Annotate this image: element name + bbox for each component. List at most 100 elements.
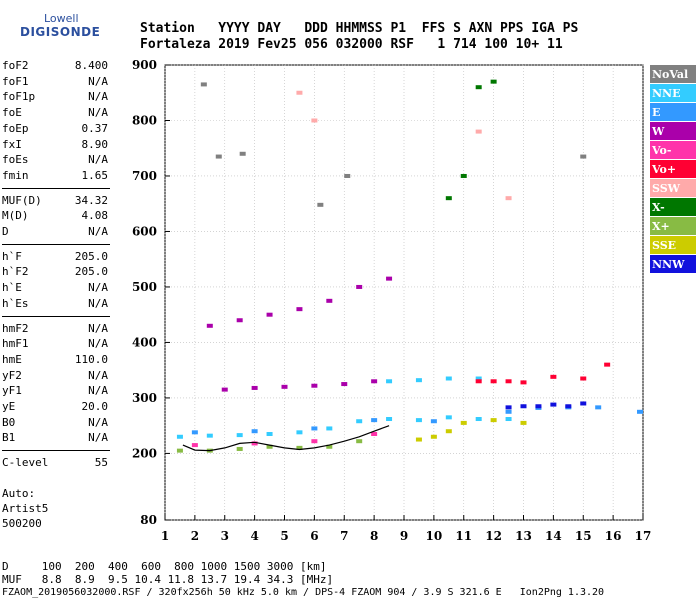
echo-point-noval bbox=[580, 154, 587, 159]
y-tick-label: 900 bbox=[132, 58, 157, 72]
muf-table: D 100 200 400 600 800 1000 1500 3000 [km… bbox=[2, 560, 333, 586]
param-label: yE bbox=[2, 400, 16, 413]
param-row: B0 N/A bbox=[2, 415, 110, 431]
param-value: 55 bbox=[94, 456, 108, 470]
param-label: B0 bbox=[2, 415, 16, 429]
y-tick-label: 500 bbox=[132, 280, 157, 294]
param-value: 205.0 bbox=[74, 249, 108, 263]
echo-point-ssw bbox=[311, 118, 318, 123]
param-label: hmF2 bbox=[2, 321, 29, 335]
echo-point-vo- bbox=[505, 379, 512, 384]
x-tick-label: 6 bbox=[310, 529, 318, 543]
echo-point-e bbox=[311, 426, 318, 431]
y-tick-label: 600 bbox=[132, 224, 157, 238]
echo-point-vo- bbox=[191, 443, 198, 448]
legend-item-x-: X- bbox=[650, 198, 696, 217]
legend-item-vo-: Vo+ bbox=[650, 160, 696, 179]
auto-software: Artist5 bbox=[2, 502, 49, 515]
echo-point-nne bbox=[176, 434, 183, 439]
param-value: N/A bbox=[88, 384, 108, 398]
digisonde-logo: Lowell DIGISONDE bbox=[8, 6, 128, 42]
param-row: foF1p N/A bbox=[2, 89, 110, 105]
param-row: foE N/A bbox=[2, 105, 110, 121]
echo-point-noval bbox=[215, 154, 222, 159]
param-row: h`F 205.0 bbox=[2, 249, 110, 265]
param-value: N/A bbox=[88, 281, 108, 295]
file-info: FZAOM_2019056032000.RSF / 320fx256h 50 k… bbox=[2, 587, 605, 598]
param-row: hmF2 N/A bbox=[2, 321, 110, 337]
echo-point-w bbox=[386, 276, 393, 281]
param-value: N/A bbox=[88, 106, 108, 120]
param-row: foEs N/A bbox=[2, 152, 110, 168]
echo-point-nnw bbox=[505, 405, 512, 410]
param-label: hmE bbox=[2, 352, 22, 366]
param-label: MUF(D) bbox=[2, 193, 42, 207]
echo-point-w bbox=[326, 298, 333, 303]
echo-point-x- bbox=[356, 439, 363, 444]
param-value: N/A bbox=[88, 431, 108, 445]
y-tick-label: 80 bbox=[140, 513, 157, 527]
echo-point-sse bbox=[490, 418, 497, 423]
echo-point-w bbox=[341, 382, 348, 387]
echo-point-vo- bbox=[604, 362, 611, 367]
echo-point-x- bbox=[490, 79, 497, 84]
legend-item-e: E bbox=[650, 103, 696, 122]
param-row: h`E N/A bbox=[2, 280, 110, 296]
echo-point-w bbox=[236, 318, 243, 323]
x-tick-label: 3 bbox=[221, 529, 229, 543]
echo-point-nnw bbox=[580, 401, 587, 406]
legend-item-nnw: NNW bbox=[650, 255, 696, 274]
param-row: fxI 8.90 bbox=[2, 137, 110, 153]
scaled-trace-line bbox=[182, 425, 390, 452]
echo-point-noval bbox=[344, 173, 351, 178]
param-label: foEp bbox=[2, 121, 29, 135]
param-label: foF1p bbox=[2, 90, 36, 104]
x-tick-label: 15 bbox=[575, 529, 592, 543]
echo-point-x- bbox=[445, 196, 452, 201]
echo-point-nne bbox=[206, 433, 213, 438]
echo-point-w bbox=[281, 384, 288, 389]
param-row: hmE 110.0 bbox=[2, 352, 110, 368]
param-label: M(D) bbox=[2, 209, 29, 223]
echo-point-ssw bbox=[296, 90, 303, 95]
param-value: 205.0 bbox=[74, 265, 108, 279]
echo-point-nne bbox=[236, 433, 243, 438]
logo-line1: Lowell bbox=[44, 12, 79, 25]
x-tick-label: 16 bbox=[605, 529, 622, 543]
y-tick-label: 400 bbox=[132, 335, 157, 349]
echo-point-w bbox=[296, 307, 303, 312]
param-row: foF1 N/A bbox=[2, 74, 110, 90]
echo-point-x- bbox=[236, 446, 243, 451]
param-row: D N/A bbox=[2, 224, 110, 240]
echo-point-nne bbox=[475, 417, 482, 422]
echo-point-nne bbox=[356, 419, 363, 424]
echo-point-nne bbox=[326, 426, 333, 431]
legend-item-nne: NNE bbox=[650, 84, 696, 103]
echo-point-nne bbox=[415, 418, 422, 423]
echo-point-nnw bbox=[520, 404, 527, 409]
param-row: foF2 8.400 bbox=[2, 58, 110, 74]
auto-label: Auto: bbox=[2, 487, 36, 500]
echo-point-w bbox=[311, 383, 318, 388]
legend-item-vo-: Vo- bbox=[650, 141, 696, 160]
echo-point-w bbox=[251, 385, 258, 390]
x-tick-label: 7 bbox=[340, 529, 348, 543]
param-value: N/A bbox=[88, 153, 108, 167]
echo-point-w bbox=[266, 312, 273, 317]
param-label: h`F bbox=[2, 249, 22, 263]
param-value: N/A bbox=[88, 225, 108, 238]
param-value: N/A bbox=[88, 74, 108, 88]
param-label: C-level bbox=[2, 456, 49, 470]
param-value: 110.0 bbox=[74, 352, 108, 366]
param-label: h`F2 bbox=[2, 265, 29, 279]
x-tick-label: 2 bbox=[191, 529, 199, 543]
echo-point-nne bbox=[445, 415, 452, 420]
echo-point-w bbox=[371, 379, 378, 384]
x-tick-label: 1 bbox=[161, 529, 169, 543]
param-row: M(D) 4.08 bbox=[2, 208, 110, 224]
params-separator bbox=[2, 243, 110, 245]
echo-point-x- bbox=[460, 173, 467, 178]
echo-point-nnw bbox=[550, 402, 557, 407]
param-label: D bbox=[2, 225, 9, 238]
echo-point-x- bbox=[475, 85, 482, 90]
